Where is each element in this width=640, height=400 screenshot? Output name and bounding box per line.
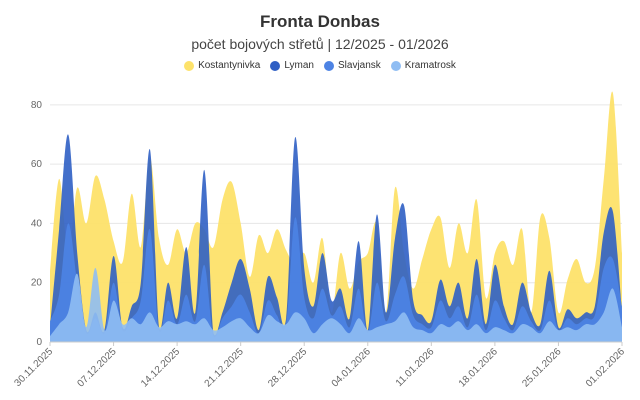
y-tick-label: 0 (36, 337, 42, 348)
legend-swatch (323, 60, 334, 71)
chart-subtitle: počet bojových střetů | 12/2025 - 01/202… (191, 36, 449, 52)
x-tick-label: 01.02.2026 (584, 346, 627, 389)
legend-item-lyman[interactable]: Lyman (270, 60, 314, 71)
y-tick-label: 60 (31, 159, 43, 170)
x-tick-label: 14.12.2025 (139, 346, 182, 389)
legend-label: Slavjansk (337, 60, 381, 71)
legend-item-kostantynivka[interactable]: Kostantynivka (184, 60, 260, 71)
x-tick-label: 11.01.2026 (394, 346, 437, 389)
legend-label: Lyman (284, 60, 314, 71)
legend-item-kramatrosk[interactable]: Kramatrosk (390, 60, 456, 71)
legend-swatch (184, 60, 195, 71)
series-lyman-area[interactable] (50, 134, 622, 342)
chart-title: Fronta Donbas (260, 12, 380, 31)
series-slavjansk-area[interactable] (50, 217, 622, 342)
x-tick-label: 30.11.2025 (12, 346, 55, 389)
legend-swatch (390, 60, 401, 71)
x-tick-label: 25.01.2026 (520, 346, 563, 389)
legend-swatch (270, 60, 281, 71)
series-kramatrosk-area[interactable] (50, 267, 622, 342)
y-tick-label: 40 (31, 218, 43, 229)
x-tick-label: 21.12.2025 (203, 346, 246, 389)
legend-item-slavjansk[interactable]: Slavjansk (323, 60, 381, 71)
legend: Kostantynivka Lyman Slavjansk Kramatrosk (0, 60, 640, 71)
y-tick-label: 80 (31, 100, 43, 111)
x-tick-label: 18.01.2026 (457, 346, 500, 389)
y-tick-label: 20 (31, 278, 43, 289)
x-tick-label: 07.12.2025 (75, 346, 118, 389)
x-tick-label: 28.12.2025 (266, 346, 309, 389)
legend-label: Kramatrosk (404, 60, 456, 71)
legend-label: Kostantynivka (198, 60, 261, 71)
x-tick-label: 04.01.2026 (330, 346, 373, 389)
